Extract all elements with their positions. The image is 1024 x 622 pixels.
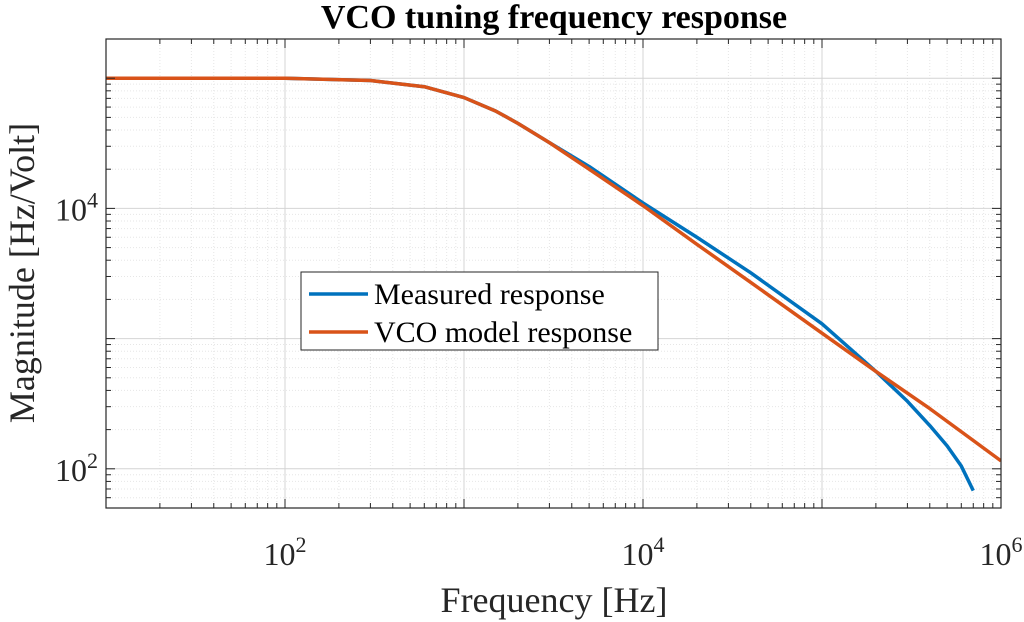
- x-tick-label: 106: [980, 532, 1023, 572]
- y-axis-label: Magnitude [Hz/Volt]: [2, 123, 42, 423]
- legend-box: [300, 271, 659, 351]
- plot-frame: [105, 38, 1002, 509]
- y-tick-label: 104: [55, 187, 98, 227]
- tick-labels: 102 104 106 102 104: [55, 187, 1023, 572]
- legend-label-measured: Measured response: [374, 278, 605, 311]
- x-axis-label: Frequency [Hz]: [441, 580, 668, 620]
- ticks: [105, 38, 1001, 509]
- x-tick-label: 104: [622, 532, 665, 572]
- x-tick-label: 102: [264, 532, 307, 572]
- series-line-model: [106, 76, 1001, 463]
- legend-label-model: VCO model response: [374, 316, 632, 349]
- series-lines: [106, 76, 1001, 492]
- y-tick-label: 102: [55, 448, 98, 488]
- legend: Measured response VCO model response: [300, 271, 659, 351]
- chart-title: VCO tuning frequency response: [321, 0, 787, 36]
